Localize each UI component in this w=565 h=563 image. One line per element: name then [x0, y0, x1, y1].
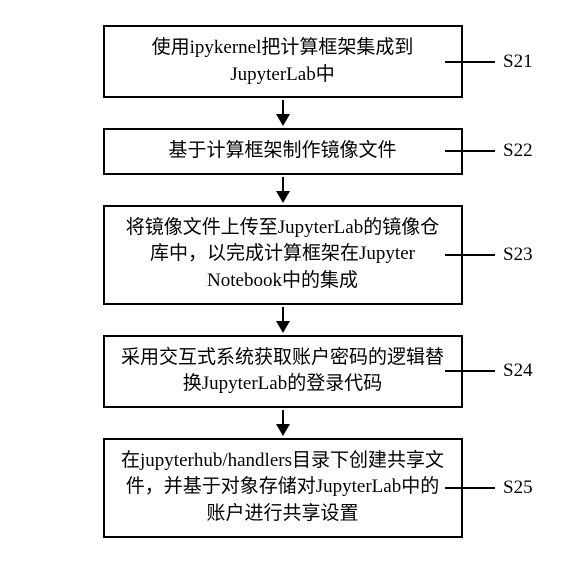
step-row-3: 将镜像文件上传至JupyterLab的镜像仓库中，以完成计算框架在Jupyter… — [20, 205, 545, 305]
step-label-1: S21 — [445, 51, 533, 73]
step-label-4: S24 — [445, 360, 533, 382]
leader-line — [445, 487, 495, 489]
step-row-5: 在jupyterhub/handlers目录下创建共享文件，并基于对象存储对Ju… — [20, 438, 545, 538]
label-text-1: S21 — [503, 51, 533, 73]
step-row-2: 基于计算框架制作镜像文件 S22 — [20, 128, 545, 175]
leader-line — [445, 370, 495, 372]
label-text-5: S25 — [503, 477, 533, 499]
step-box-2: 基于计算框架制作镜像文件 — [103, 128, 463, 175]
step-box-5: 在jupyterhub/handlers目录下创建共享文件，并基于对象存储对Ju… — [103, 438, 463, 538]
step-row-1: 使用ipykernel把计算框架集成到JupyterLab中 S21 — [20, 25, 545, 98]
leader-line — [445, 254, 495, 256]
arrow-4 — [276, 410, 290, 436]
label-text-4: S24 — [503, 360, 533, 382]
flowchart-container: 使用ipykernel把计算框架集成到JupyterLab中 S21 基于计算框… — [20, 25, 545, 538]
step-box-4: 采用交互式系统获取账户密码的逻辑替换JupyterLab的登录代码 — [103, 335, 463, 408]
step-row-4: 采用交互式系统获取账户密码的逻辑替换JupyterLab的登录代码 S24 — [20, 335, 545, 408]
arrow-3 — [276, 307, 290, 333]
leader-line — [445, 150, 495, 152]
arrow-2 — [276, 177, 290, 203]
label-text-3: S23 — [503, 244, 533, 266]
leader-line — [445, 61, 495, 63]
step-box-1: 使用ipykernel把计算框架集成到JupyterLab中 — [103, 25, 463, 98]
step-label-3: S23 — [445, 244, 533, 266]
label-text-2: S22 — [503, 140, 533, 162]
step-label-5: S25 — [445, 477, 533, 499]
step-box-3: 将镜像文件上传至JupyterLab的镜像仓库中，以完成计算框架在Jupyter… — [103, 205, 463, 305]
step-label-2: S22 — [445, 140, 533, 162]
arrow-1 — [276, 100, 290, 126]
